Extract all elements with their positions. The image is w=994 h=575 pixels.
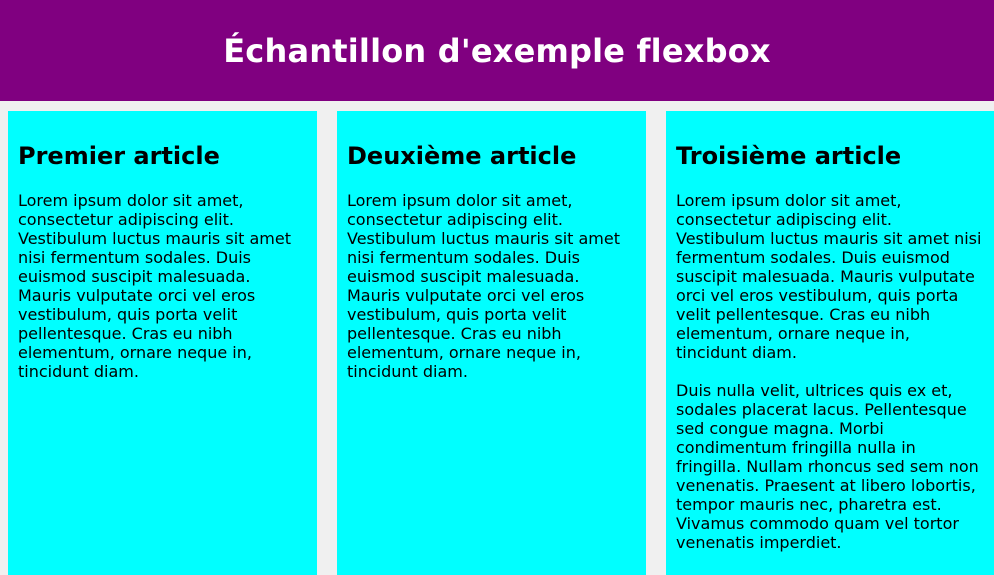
article-card-second: Deuxième article Lorem ipsum dolor sit a… (337, 111, 646, 575)
article-title: Troisième article (676, 142, 902, 170)
article-title: Deuxième article (347, 142, 577, 170)
article-paragraph: Lorem ipsum dolor sit amet, consectetur … (676, 191, 982, 362)
article-paragraph: Lorem ipsum dolor sit amet, consectetur … (347, 191, 620, 381)
article-card-first: Premier article Lorem ipsum dolor sit am… (8, 111, 317, 575)
page-header: Échantillon d'exemple flexbox (0, 0, 994, 101)
article-paragraph: Duis nulla velit, ultrices quis ex et, s… (676, 381, 979, 552)
article-card-third: Troisième article Lorem ipsum dolor sit … (666, 111, 994, 575)
article-title: Premier article (18, 142, 220, 170)
article-paragraph: Lorem ipsum dolor sit amet, consectetur … (18, 191, 291, 381)
articles-section: Premier article Lorem ipsum dolor sit am… (8, 111, 994, 575)
page-title: Échantillon d'exemple flexbox (223, 31, 771, 70)
